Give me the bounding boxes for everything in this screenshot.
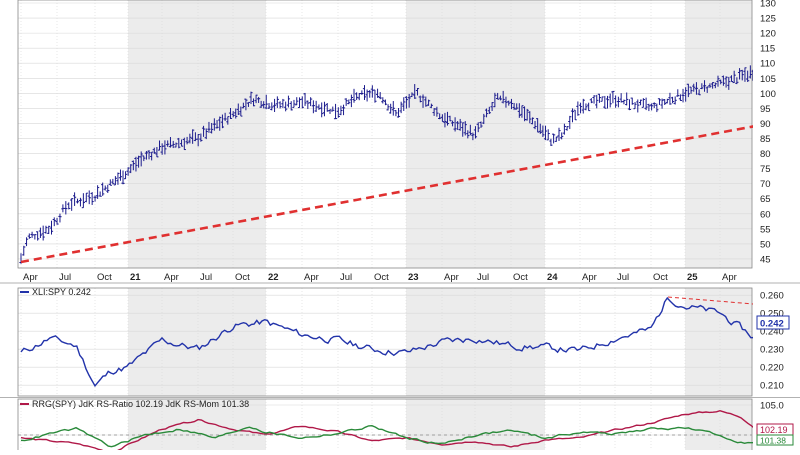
x-axis-label: Apr <box>582 272 597 283</box>
y-tick-label: 90 <box>760 119 771 130</box>
y-tick-label: 80 <box>760 149 771 160</box>
y-tick-label: 0.220 <box>760 363 784 374</box>
year-shade-mid <box>128 288 266 396</box>
y-tick-label: 130 <box>760 0 776 10</box>
panel-frame <box>17 287 753 397</box>
ratio-last-value: 0.242 <box>760 319 784 330</box>
x-axis-label: 25 <box>687 272 698 283</box>
x-axis-label: Oct <box>235 272 250 283</box>
y-tick-label: 0.210 <box>760 381 784 392</box>
x-axis-label: Apr <box>722 272 737 283</box>
year-shade-bot <box>685 399 752 450</box>
panel-frame <box>17 0 753 269</box>
x-axis-label: 21 <box>130 272 141 283</box>
x-axis-label: Apr <box>23 272 38 283</box>
x-axis-label: Jul <box>59 272 71 283</box>
price-bars <box>19 65 753 264</box>
rrg-legend-label: RRG(SPY) JdK RS-Ratio 102.19 JdK RS-Mom … <box>32 399 249 409</box>
main-support-trendline <box>20 125 753 264</box>
ratio-trendline <box>667 296 753 305</box>
x-axis-label: 24 <box>547 272 558 283</box>
year-shading <box>128 0 752 450</box>
y-tick-label: 105.0 <box>760 401 784 412</box>
rrg-ratio-badge: 102.19 <box>756 423 794 436</box>
y-tick-label: 85 <box>760 134 771 145</box>
x-axis-label: Oct <box>374 272 389 283</box>
xli-spy-ratio-line <box>20 296 753 388</box>
rrg-legend: RRG(SPY) JdK RS-Ratio 102.19 JdK RS-Mom … <box>20 399 249 409</box>
ratio-panel-lines <box>20 296 753 388</box>
x-axis-label: Jul <box>617 272 629 283</box>
x-axis-label: 23 <box>408 272 419 283</box>
price-trendlines <box>20 125 753 264</box>
x-axis-label: Jul <box>200 272 212 283</box>
ratio-legend: XLI:SPY 0.242 <box>20 287 91 297</box>
x-axis-label: Apr <box>444 272 459 283</box>
rrg-mom-last-value: 101.38 <box>760 436 786 446</box>
y-tick-label: 100 <box>760 89 776 100</box>
rrg-ratio-last-value: 102.19 <box>760 425 788 435</box>
y-tick-label: 70 <box>760 179 771 190</box>
x-axis-label: Jul <box>340 272 352 283</box>
x-axis-label: Oct <box>513 272 528 283</box>
y-tick-label: 45 <box>760 254 771 265</box>
x-axis-label: Oct <box>653 272 668 283</box>
y-tick-label: 0.240 <box>760 327 784 338</box>
x-axis-label: Oct <box>97 272 112 283</box>
y-tick-label: 95 <box>760 104 771 115</box>
ratio-last-value-badge: 0.242 <box>756 315 790 330</box>
y-tick-label: 115 <box>760 44 775 55</box>
x-axis-label: Apr <box>304 272 319 283</box>
x-axis-label: Jul <box>477 272 489 283</box>
year-shade-mid <box>685 288 752 396</box>
year-shade-top <box>128 0 266 268</box>
x-axis-label: 22 <box>268 272 279 283</box>
y-tick-label: 75 <box>760 164 771 175</box>
x-axis-labels: Apr Jul Oct 21 Apr Jul Oct 22 Apr Jul Oct 23 Apr Jul O… <box>23 272 737 283</box>
rrg-mom-badge: 101.38 <box>756 434 794 446</box>
rs-ratio-line <box>20 409 753 451</box>
y-tick-label: 120 <box>760 29 776 40</box>
rs-mom-line <box>20 424 753 448</box>
y-tick-label: 125 <box>760 14 776 25</box>
y-tick-label: 105 <box>760 74 776 85</box>
rrg-panel-lines <box>18 409 753 451</box>
y-tick-label: 0.260 <box>760 291 784 302</box>
year-shade-bot <box>128 399 266 450</box>
y-tick-label: 50 <box>760 239 771 250</box>
x-axis-label: Apr <box>164 272 179 283</box>
y-tick-label: 60 <box>760 209 771 220</box>
y-tick-label: 65 <box>760 194 771 205</box>
y-tick-label: 55 <box>760 224 771 235</box>
y-tick-label: 0.230 <box>760 345 784 356</box>
y-tick-label: 0.250 <box>760 309 784 320</box>
ratio-legend-label: XLI:SPY 0.242 <box>32 287 91 297</box>
y-tick-label: 110 <box>760 59 775 70</box>
axis-ticks: 45 50 55 60 65 70 75 80 85 90 95 100 105 110 115 120 125… <box>760 0 784 442</box>
